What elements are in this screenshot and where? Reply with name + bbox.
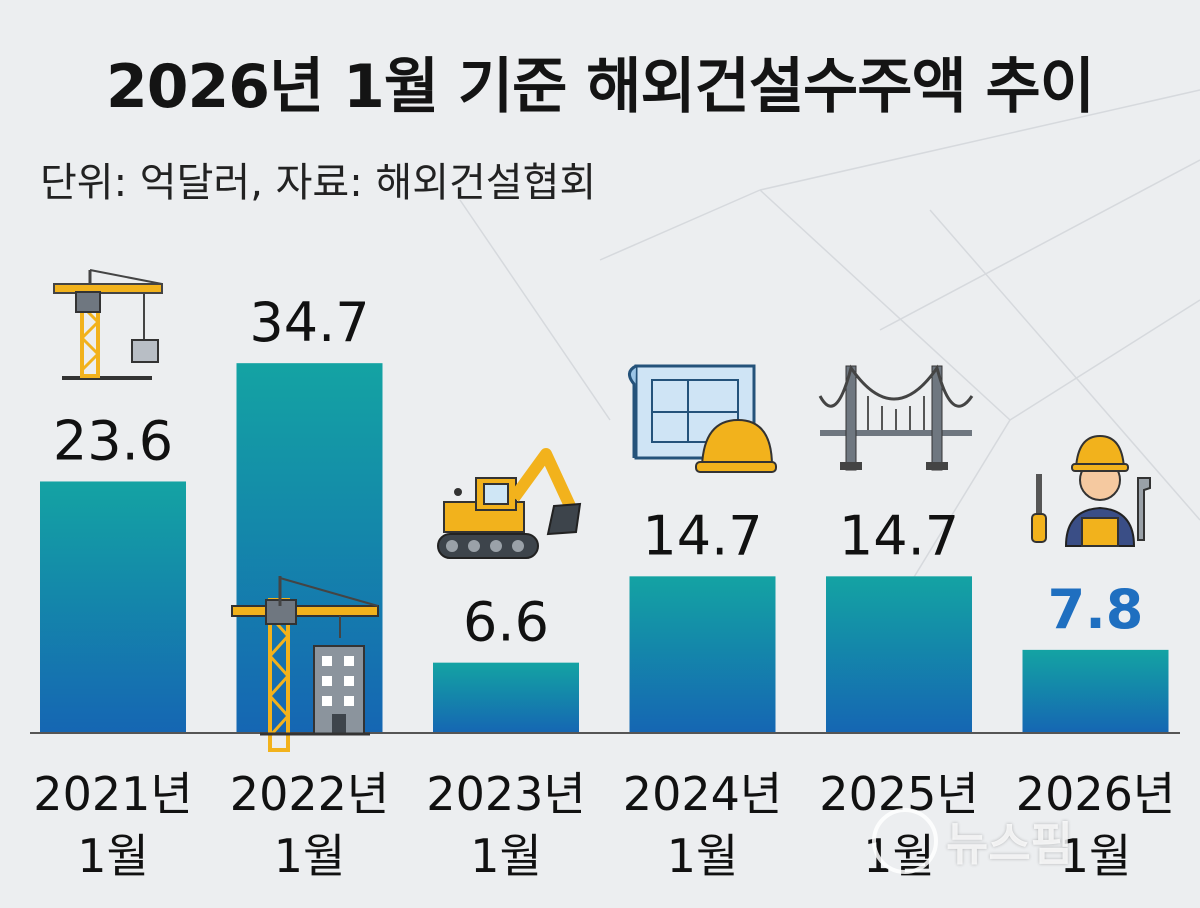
chart-title: 2026년 1월 기준 해외건설수주액 추이 (106, 52, 1095, 122)
value-label-0: 23.6 (53, 409, 173, 472)
category-label-2-1: 1월 (470, 829, 542, 883)
value-label-2: 6.6 (463, 591, 549, 654)
category-label-5-1: 1월 (1060, 829, 1132, 883)
value-label-3: 14.7 (642, 504, 762, 567)
value-label-4: 14.7 (839, 504, 959, 567)
bridge-icon (818, 364, 974, 471)
watermark: 뉴스핌 (872, 808, 1073, 874)
crane-building-icon (231, 576, 379, 752)
chart-subtitle: 단위: 억달러, 자료: 해외건설협회 (40, 160, 597, 206)
excavator-icon (437, 448, 582, 559)
value-label-5: 7.8 (1048, 578, 1144, 641)
bar-2 (433, 662, 579, 733)
crane-icon (53, 269, 163, 380)
bar-4 (826, 576, 972, 733)
worker-icon (1031, 434, 1151, 547)
category-label-1-1: 1월 (274, 829, 346, 883)
category-label-2-0: 2023년 (426, 767, 585, 821)
bar-5 (1022, 649, 1169, 733)
category-label-0-1: 1월 (77, 829, 149, 883)
watermark-text: 뉴스핌 (946, 817, 1073, 871)
bar-0 (40, 481, 186, 733)
value-label-1: 34.7 (249, 291, 369, 354)
category-label-0-0: 2021년 (33, 767, 192, 821)
category-label-3-1: 1월 (667, 829, 739, 883)
category-label-5-0: 2026년 (1016, 767, 1175, 821)
category-label-3-0: 2024년 (623, 767, 782, 821)
category-label-1-0: 2022년 (230, 767, 389, 821)
blueprint-helmet-icon (628, 364, 777, 473)
bar-3 (629, 576, 776, 733)
watermark-logo-icon (872, 808, 938, 874)
